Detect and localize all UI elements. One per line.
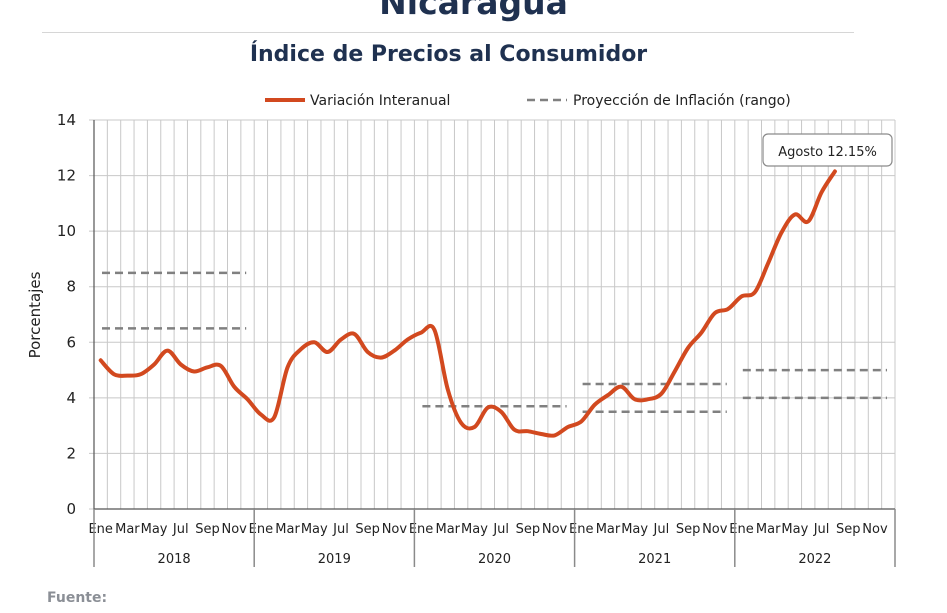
x-tick-label-month: Nov [862, 522, 888, 537]
legend: Variación Interanual Proyección de Infla… [265, 93, 791, 109]
x-tick-label-month: Mar [756, 522, 781, 537]
y-axis-label: Porcentajes [26, 271, 44, 358]
x-tick-label-month: Mar [115, 522, 140, 537]
y-tick-label: 6 [66, 333, 76, 351]
chart-title: Nicaragua [379, 0, 568, 22]
x-tick-label-month: Nov [702, 522, 728, 537]
annotation-callout: Agosto 12.15% [762, 133, 893, 167]
y-tick-label: 4 [66, 389, 76, 407]
series-points [100, 171, 836, 436]
x-tick-label-month: Ene [249, 522, 273, 537]
x-tick-label-month: Sep [516, 522, 541, 537]
x-tick-label-month: Ene [729, 522, 753, 537]
x-tick-label-month: May [781, 522, 808, 537]
series-line-variacion-interanual [98, 169, 837, 438]
x-tick-label-month: Nov [382, 522, 408, 537]
annotation-text: Agosto 12.15% [778, 145, 877, 160]
x-tick-label-month: Ene [409, 522, 433, 537]
grid-lines [89, 119, 896, 510]
x-tick-label-month: Sep [355, 522, 380, 537]
annotation-box [762, 133, 893, 167]
x-tick-label-year: 2022 [798, 552, 831, 567]
x-tick-label-month: Jul [332, 522, 349, 537]
x-tick-label-month: May [301, 522, 328, 537]
title-divider [42, 32, 854, 33]
x-tick-label-month: Nov [221, 522, 247, 537]
x-tick-label-month: Nov [542, 522, 568, 537]
y-tick-label: 0 [66, 500, 76, 518]
x-tick-label-year: 2018 [158, 552, 191, 567]
x-tick-label-month: May [461, 522, 488, 537]
x-tick-label-month: Mar [275, 522, 300, 537]
x-tick-label-month: May [141, 522, 168, 537]
legend-label-variacion: Variación Interanual [310, 93, 450, 109]
x-tick-label-month: Sep [676, 522, 701, 537]
x-tick-label-month: Mar [596, 522, 621, 537]
source-label: Fuente: [47, 590, 108, 606]
x-tick-label-month: Jul [172, 522, 189, 537]
y-tick-label: 14 [57, 111, 76, 129]
x-tick-label-month: Sep [836, 522, 861, 537]
x-tick-label-month: Jul [653, 522, 670, 537]
legend-label-proyeccion: Proyección de Inflación (rango) [573, 93, 791, 109]
x-tick-label-month: May [621, 522, 648, 537]
x-tick-label-month: Mar [436, 522, 461, 537]
x-tick-label-month: Ene [88, 522, 112, 537]
x-tick-label-month: Ene [569, 522, 593, 537]
y-tick-label: 2 [66, 444, 76, 462]
x-tick-label-year: 2021 [638, 552, 671, 567]
y-tick-label: 12 [57, 167, 76, 185]
x-tick-label-month: Sep [195, 522, 220, 537]
y-tick-label: 10 [57, 222, 76, 240]
x-tick-label-month: Jul [492, 522, 509, 537]
x-tick-label-year: 2020 [478, 552, 511, 567]
x-tick-label-month: Jul [813, 522, 830, 537]
x-tick-label-year: 2019 [318, 552, 351, 567]
y-tick-label: 8 [66, 278, 76, 296]
chart-subtitle: Índice de Precios al Consumidor [249, 42, 648, 67]
